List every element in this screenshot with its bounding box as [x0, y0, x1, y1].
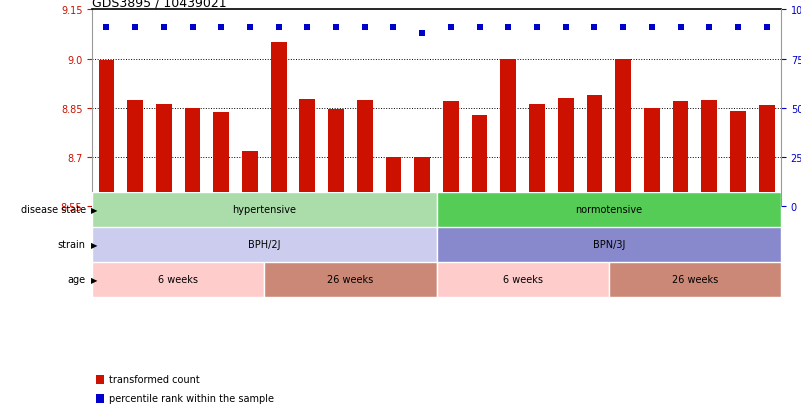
Text: 6 weeks: 6 weeks — [503, 275, 542, 285]
Bar — [242, 152, 258, 207]
Bar — [95, 394, 104, 403]
Bar — [271, 43, 287, 207]
Bar — [92, 262, 264, 297]
Text: GSM618080: GSM618080 — [623, 210, 629, 252]
Bar — [730, 112, 746, 207]
Bar — [127, 100, 143, 207]
Bar — [501, 59, 516, 207]
Point — [215, 25, 227, 31]
Bar — [264, 262, 437, 297]
Text: GSM618092: GSM618092 — [451, 210, 457, 252]
Bar — [185, 109, 200, 207]
Point — [473, 25, 486, 31]
Bar — [99, 61, 115, 207]
Text: GSM618086: GSM618086 — [107, 210, 112, 252]
Text: hypertensive: hypertensive — [232, 204, 296, 215]
Text: GSM618090: GSM618090 — [221, 210, 227, 252]
Bar — [95, 375, 104, 384]
Bar — [385, 158, 401, 207]
Point — [445, 25, 457, 31]
Bar — [156, 104, 171, 207]
Bar — [609, 262, 781, 297]
Point — [330, 25, 343, 31]
Point — [272, 25, 285, 31]
Text: GSM618083: GSM618083 — [709, 210, 715, 252]
Point — [702, 25, 715, 31]
Point — [301, 25, 314, 31]
Bar — [529, 104, 545, 207]
Point — [244, 25, 256, 31]
Text: GSM618097: GSM618097 — [594, 210, 601, 252]
Text: GSM618087: GSM618087 — [135, 210, 141, 252]
Text: GSM618095: GSM618095 — [537, 210, 543, 252]
Text: 6 weeks: 6 weeks — [159, 275, 198, 285]
Point — [100, 25, 113, 31]
Text: 26 weeks: 26 weeks — [672, 275, 718, 285]
Bar — [443, 102, 459, 207]
Bar — [586, 96, 602, 207]
Text: BPN/3J: BPN/3J — [593, 240, 625, 250]
Text: GSM618075: GSM618075 — [308, 210, 313, 252]
Point — [186, 25, 199, 31]
Text: transformed count: transformed count — [109, 375, 200, 385]
Point — [646, 25, 658, 31]
Text: normotensive: normotensive — [575, 204, 642, 215]
Point — [416, 31, 429, 37]
Text: GSM618096: GSM618096 — [566, 210, 572, 252]
Point — [674, 25, 687, 31]
Text: GSM618077: GSM618077 — [364, 210, 371, 252]
Text: GSM618076: GSM618076 — [336, 210, 342, 252]
Point — [129, 25, 142, 31]
Point — [760, 25, 773, 31]
Text: ▶: ▶ — [91, 240, 98, 249]
Point — [559, 25, 572, 31]
Point — [158, 25, 171, 31]
Text: GDS3895 / 10439021: GDS3895 / 10439021 — [92, 0, 227, 9]
Text: 26 weeks: 26 weeks — [328, 275, 373, 285]
Bar — [557, 99, 574, 207]
Point — [731, 25, 744, 31]
Point — [588, 25, 601, 31]
Bar — [92, 227, 437, 262]
Text: GSM618081: GSM618081 — [652, 210, 658, 252]
Text: GSM618091: GSM618091 — [250, 210, 256, 252]
Point — [358, 25, 371, 31]
Bar — [759, 106, 775, 207]
Bar — [644, 109, 660, 207]
Bar — [673, 102, 688, 207]
Text: age: age — [67, 275, 86, 285]
Bar — [213, 113, 229, 207]
Text: GSM618085: GSM618085 — [767, 210, 773, 252]
Point — [530, 25, 543, 31]
Text: ▶: ▶ — [91, 205, 98, 214]
Bar — [414, 158, 430, 207]
Bar — [357, 101, 372, 207]
Bar — [472, 116, 488, 207]
Text: GSM618084: GSM618084 — [738, 210, 744, 252]
Text: GSM618088: GSM618088 — [164, 210, 170, 252]
Text: GSM618079: GSM618079 — [422, 210, 429, 252]
Bar — [300, 100, 316, 207]
Bar — [328, 110, 344, 207]
Text: GSM618093: GSM618093 — [480, 210, 485, 252]
Bar — [92, 192, 437, 227]
Text: GSM618089: GSM618089 — [192, 210, 199, 252]
Point — [617, 25, 630, 31]
Bar — [437, 227, 781, 262]
Text: ▶: ▶ — [91, 275, 98, 284]
Text: GSM618082: GSM618082 — [681, 210, 686, 252]
Point — [502, 25, 515, 31]
Text: BPH/2J: BPH/2J — [248, 240, 280, 250]
Text: percentile rank within the sample: percentile rank within the sample — [109, 393, 274, 403]
Text: strain: strain — [58, 240, 86, 250]
Bar — [702, 101, 717, 207]
Text: GSM618094: GSM618094 — [509, 210, 514, 252]
Text: GSM618078: GSM618078 — [393, 210, 400, 252]
Text: disease state: disease state — [21, 204, 86, 215]
Bar — [437, 262, 609, 297]
Text: GSM618074: GSM618074 — [279, 210, 284, 252]
Bar — [437, 192, 781, 227]
Point — [387, 25, 400, 31]
Bar — [615, 59, 631, 207]
